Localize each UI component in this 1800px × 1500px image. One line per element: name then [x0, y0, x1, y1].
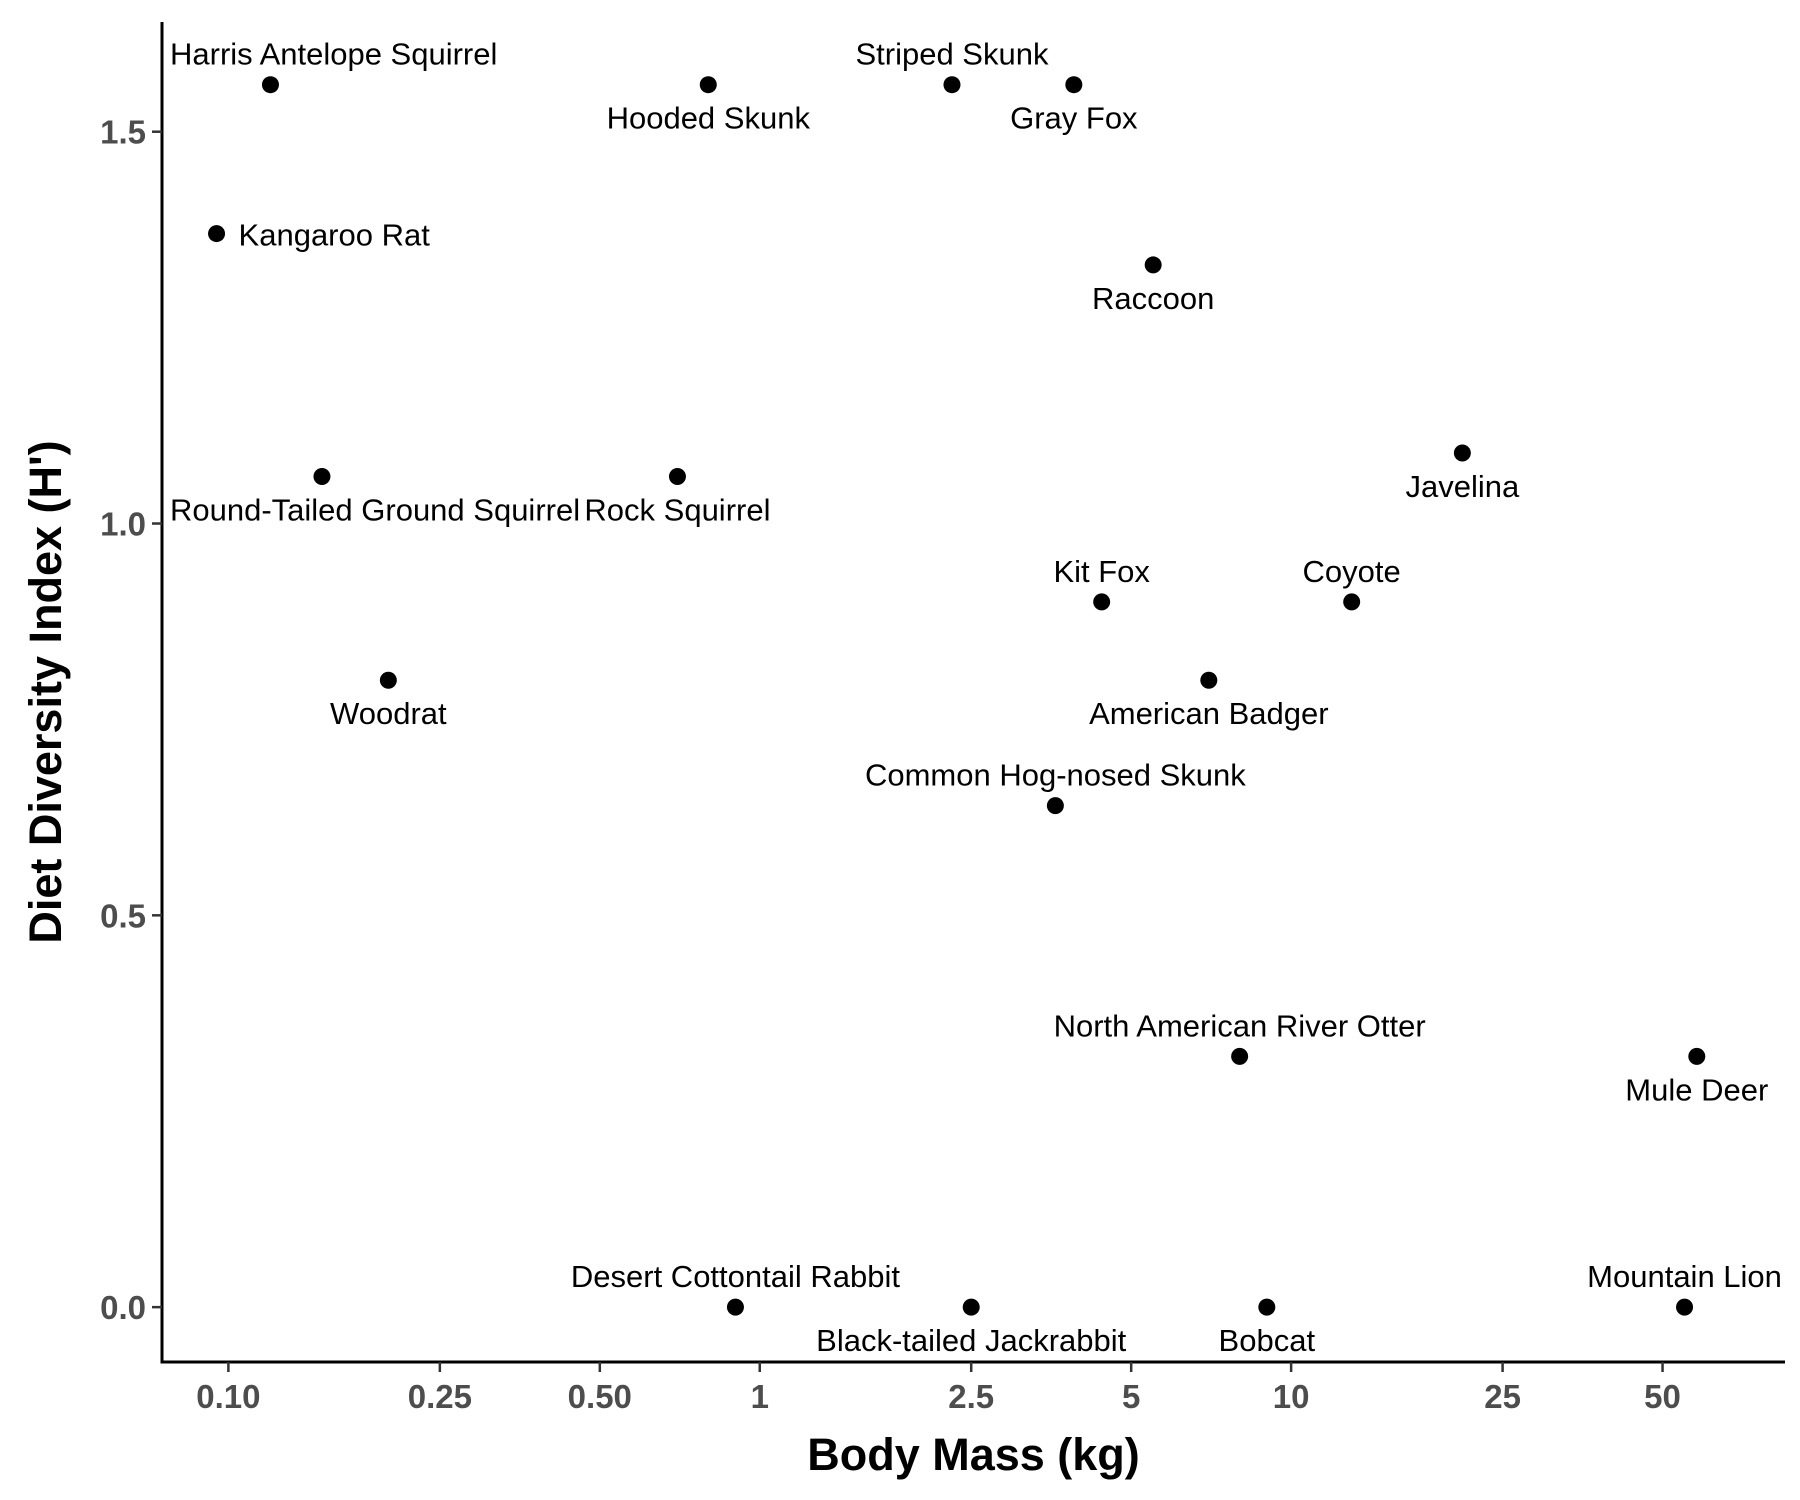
y-tick-label: 0.0 — [100, 1289, 146, 1326]
x-axis-title: Body Mass (kg) — [807, 1429, 1140, 1480]
x-tick-label: 0.50 — [568, 1378, 632, 1415]
data-point — [208, 225, 226, 243]
data-point — [1343, 593, 1361, 611]
data-point — [1688, 1047, 1706, 1065]
data-point — [1258, 1298, 1276, 1316]
x-tick-label: 50 — [1644, 1378, 1681, 1415]
data-point — [261, 76, 279, 94]
point-label: Woodrat — [330, 696, 447, 731]
data-point — [668, 468, 686, 486]
data-point — [1231, 1047, 1249, 1065]
point-label: Kangaroo Rat — [239, 218, 431, 253]
point-label: Harris Antelope Squirrel — [170, 37, 497, 72]
data-point — [1093, 593, 1111, 611]
data-point — [379, 671, 397, 689]
x-tick-label: 1 — [751, 1378, 769, 1415]
point-label: Bobcat — [1219, 1323, 1316, 1358]
data-point — [726, 1298, 744, 1316]
y-axis-title: Diet Diversity Index (H') — [20, 440, 71, 943]
data-point — [1676, 1298, 1694, 1316]
point-labels-layer: Harris Antelope Squirrel Kangaroo Rat Roun… — [170, 37, 1782, 1358]
data-point — [1065, 76, 1083, 94]
point-label: Rock Squirrel — [584, 493, 770, 528]
point-label: Raccoon — [1092, 281, 1214, 316]
point-label: North American River Otter — [1054, 1008, 1426, 1043]
point-label: Hooded Skunk — [607, 101, 811, 136]
y-axis-ticks: 0.0 0.5 1.0 1.5 — [100, 114, 162, 1326]
point-label: Striped Skunk — [855, 37, 1048, 72]
y-tick-label: 0.5 — [100, 897, 146, 934]
data-point — [943, 76, 961, 94]
y-tick-label: 1.5 — [100, 114, 146, 151]
point-label: Gray Fox — [1010, 101, 1138, 136]
data-point — [1144, 256, 1162, 274]
x-tick-label: 0.10 — [196, 1378, 260, 1415]
point-label: Kit Fox — [1053, 554, 1150, 589]
point-label: Javelina — [1405, 469, 1519, 504]
point-label: Common Hog-nosed Skunk — [865, 758, 1246, 793]
data-point — [962, 1298, 980, 1316]
x-tick-label: 2.5 — [948, 1378, 994, 1415]
points-layer — [208, 76, 1706, 1316]
point-label: Round-Tailed Ground Squirrel — [170, 493, 580, 528]
point-label: Mule Deer — [1625, 1072, 1768, 1107]
y-tick-label: 1.0 — [100, 506, 146, 543]
x-tick-label: 0.25 — [408, 1378, 472, 1415]
x-tick-label: 25 — [1484, 1378, 1521, 1415]
point-label: Desert Cottontail Rabbit — [571, 1259, 900, 1294]
data-point — [1046, 797, 1064, 815]
point-label: Coyote — [1303, 554, 1401, 589]
point-label: American Badger — [1089, 696, 1329, 731]
x-axis-ticks: 0.10 0.25 0.50 1 2.5 5 10 25 50 — [196, 1362, 1681, 1415]
point-label: Black-tailed Jackrabbit — [816, 1323, 1127, 1358]
data-point — [1200, 671, 1218, 689]
data-point — [313, 468, 331, 486]
x-tick-label: 5 — [1122, 1378, 1140, 1415]
point-label: Mountain Lion — [1587, 1259, 1782, 1294]
x-tick-label: 10 — [1273, 1378, 1310, 1415]
data-point — [699, 76, 717, 94]
data-point — [1453, 444, 1471, 462]
